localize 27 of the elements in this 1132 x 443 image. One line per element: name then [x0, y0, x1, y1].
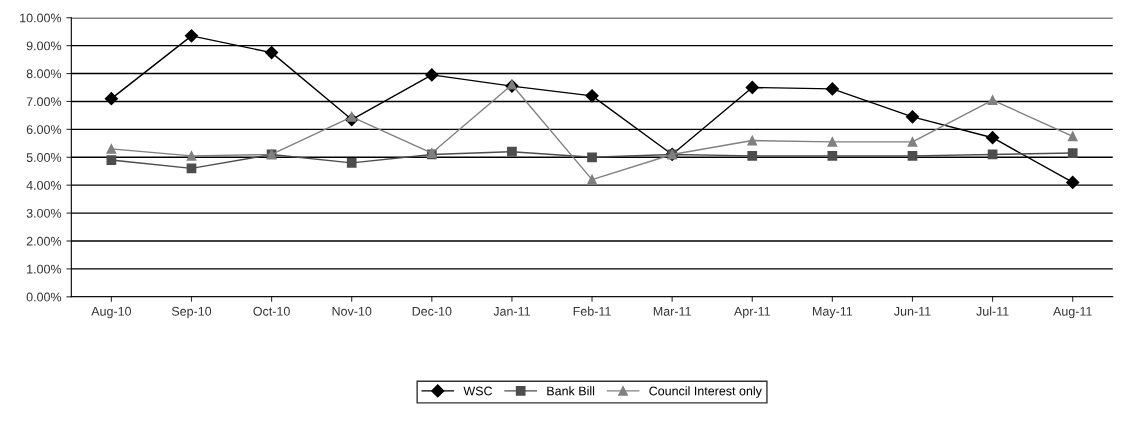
- x-tick-label: Nov-10: [332, 306, 372, 316]
- legend-label: Bank Bill: [547, 386, 595, 396]
- x-tick-label: Jan-11: [493, 306, 530, 316]
- y-tick-label: 3.00%: [26, 208, 62, 218]
- x-tick-label: Dec-10: [412, 306, 452, 316]
- x-tick-label: Apr-11: [733, 306, 770, 319]
- x-tick-label: Oct-10: [253, 306, 290, 316]
- legend-label: Council Interest only: [649, 386, 762, 398]
- x-tick-label: Jul-11: [976, 306, 1009, 316]
- x-tick-label: Jun-11: [894, 306, 931, 316]
- y-tick-label: 5.00%: [26, 153, 62, 162]
- y-tick-label: 4.00%: [26, 180, 62, 190]
- x-tick-label: Sep-10: [171, 306, 212, 319]
- x-tick-label: Feb-11: [573, 306, 611, 316]
- y-tick-label: 1.00%: [27, 264, 62, 274]
- x-tick-label: Aug-10: [91, 306, 132, 319]
- y-tick-label: 9.00%: [26, 41, 62, 51]
- legend-label: WSC: [463, 386, 493, 396]
- y-tick-label: 7.00%: [26, 97, 62, 107]
- x-tick-label: Aug-11: [1053, 306, 1092, 319]
- y-tick-label: 10.00%: [20, 13, 62, 23]
- y-tick-label: 8.00%: [26, 69, 62, 79]
- x-tick-label: Mar-11: [653, 306, 691, 316]
- y-tick-label: 0.00%: [26, 292, 62, 302]
- y-tick-label: 6.00%: [26, 125, 62, 135]
- x-tick-label: May-11: [813, 306, 853, 319]
- y-tick-label: 2.00%: [26, 236, 62, 246]
